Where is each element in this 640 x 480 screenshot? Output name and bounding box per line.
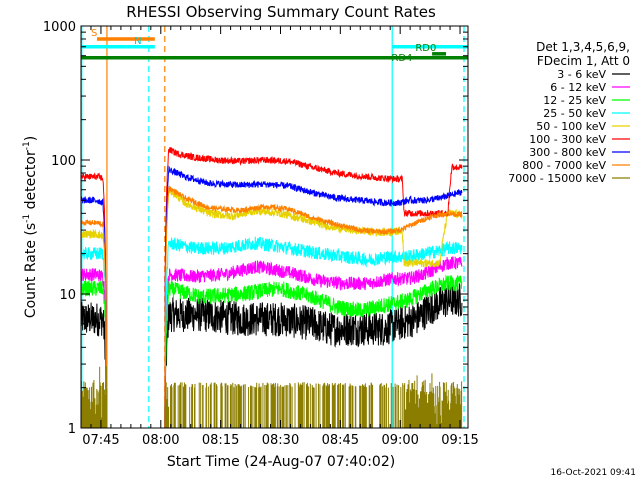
legend-label-6-12-kev: 6 - 12 keV bbox=[550, 81, 606, 94]
x-tick-label-5: 09:00 bbox=[381, 433, 418, 448]
legend-label-800-7000-kev: 800 - 7000 keV bbox=[522, 159, 606, 172]
y-axis-label-sup1: -1 bbox=[22, 214, 32, 223]
legend: Det 1,3,4,5,6,9, FDecim 1, Att 0 3 - 6 k… bbox=[508, 40, 630, 185]
legend-header-line-2: FDecim 1, Att 0 bbox=[537, 54, 630, 68]
flag-label-rd4-5: RD4 bbox=[391, 53, 412, 64]
plot-frame bbox=[80, 25, 469, 429]
legend-label-3-6-kev: 3 - 6 keV bbox=[557, 68, 606, 81]
series-line-100-300-kev bbox=[81, 147, 463, 428]
legend-label-25-50-kev: 25 - 50 keV bbox=[543, 107, 606, 120]
series-line-50-100-kev bbox=[81, 186, 463, 428]
x-tick-label-1: 08:00 bbox=[142, 433, 179, 448]
series-line-12-25-kev bbox=[81, 274, 463, 428]
x-tick-label-2: 08:15 bbox=[202, 433, 239, 448]
x-tick-label-0: 07:45 bbox=[82, 433, 119, 448]
y-axis-label: Count Rate (s-1 detector-1) bbox=[22, 136, 39, 318]
legend-label-12-25-kev: 12 - 25 keV bbox=[543, 94, 606, 107]
series-line-25-50-kev bbox=[81, 236, 463, 428]
y-axis-label-mid: detector bbox=[23, 150, 39, 214]
y-tick-label-3: 1000 bbox=[43, 20, 76, 35]
legend-header-line-1: Det 1,3,4,5,6,9, bbox=[536, 40, 630, 54]
legend-label-300-800-kev: 300 - 800 keV bbox=[529, 146, 606, 159]
footer-date: 16-Oct-2021 09:41 bbox=[551, 468, 636, 478]
y-axis-label-main: Count Rate (s bbox=[23, 223, 39, 318]
series-line-6-12-kev bbox=[81, 256, 463, 428]
legend-label-50-100-kev: 50 - 100 keV bbox=[536, 120, 606, 133]
legend-label-100-300-kev: 100 - 300 keV bbox=[529, 133, 606, 146]
series-line-3-6-kev bbox=[81, 282, 463, 428]
legend-label-7000-15000-kev: 7000 - 15000 keV bbox=[508, 172, 606, 185]
x-tick-label-6: 09:15 bbox=[441, 433, 478, 448]
y-tick-label-1: 10 bbox=[59, 288, 76, 303]
flag-label-s-0: S bbox=[91, 28, 97, 39]
chart-title: RHESSI Observing Summary Count Rates bbox=[126, 3, 436, 21]
y-axis-label-end: ) bbox=[23, 136, 39, 141]
x-axis-label: Start Time (24-Aug-07 07:40:02) bbox=[167, 454, 395, 470]
y-tick-label-0: 1 bbox=[68, 422, 76, 437]
y-tick-label-2: 100 bbox=[51, 154, 76, 169]
flag-label-n-2: N bbox=[134, 36, 141, 47]
x-tick-label-4: 08:45 bbox=[322, 433, 359, 448]
x-tick-label-3: 08:30 bbox=[262, 433, 299, 448]
y-axis-label-sup2: -1 bbox=[22, 141, 32, 150]
flag-label-rd0-4: RD0 bbox=[415, 43, 436, 54]
series-line-300-800-kev bbox=[81, 165, 463, 428]
series-line-7000-15000-kev bbox=[81, 366, 463, 428]
series-line-800-7000-kev bbox=[81, 185, 463, 428]
